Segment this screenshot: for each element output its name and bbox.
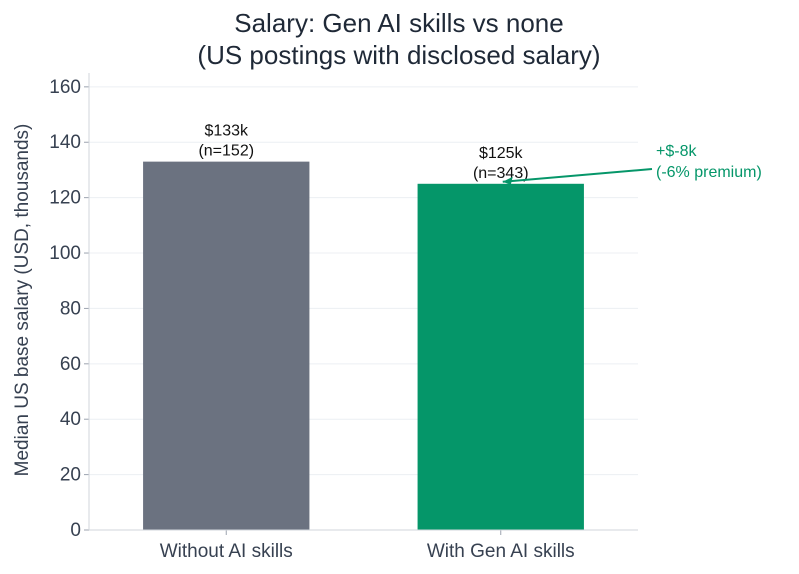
y-tick-label: 100 [49, 243, 81, 264]
bar-count-label: (n=343) [473, 165, 529, 182]
bar-labels: $133k (n=152) $125k (n=343) [198, 123, 528, 182]
bar-count-label: (n=152) [198, 143, 254, 160]
y-tick-label: 20 [60, 465, 81, 486]
annotation-text-line-1: +$-8k [656, 143, 697, 160]
annotation-arrow [502, 168, 653, 183]
y-tick-label: 60 [60, 354, 81, 375]
x-tick-label: Without AI skills [160, 541, 293, 562]
chart-title-line-2: (US postings with disclosed salary) [197, 40, 600, 70]
bars [143, 161, 584, 530]
y-axis-label: Median US base salary (USD, thousands) [12, 124, 33, 477]
bar [417, 183, 584, 530]
x-axis-ticks: Without AI skills With Gen AI skills [160, 530, 575, 562]
y-tick-label: 80 [60, 298, 81, 319]
y-axis-ticks: 0 20 40 60 80 100 120 140 160 [49, 77, 89, 541]
annotation-arrowhead [502, 176, 513, 185]
annotation-text-line-2: (-6% premium) [656, 164, 762, 181]
premium-annotation: +$-8k (-6% premium) [502, 143, 762, 185]
y-tick-label: 140 [49, 132, 81, 153]
bar [143, 161, 310, 530]
y-tick-label: 160 [49, 77, 81, 98]
y-tick-label: 40 [60, 409, 81, 430]
x-tick-label: With Gen AI skills [427, 541, 575, 562]
bar-value-label: $133k [204, 123, 249, 140]
bar-value-label: $125k [479, 145, 524, 162]
y-tick-label: 120 [49, 188, 81, 209]
chart-title-line-1: Salary: Gen AI skills vs none [234, 8, 563, 38]
y-tick-label: 0 [70, 520, 81, 541]
